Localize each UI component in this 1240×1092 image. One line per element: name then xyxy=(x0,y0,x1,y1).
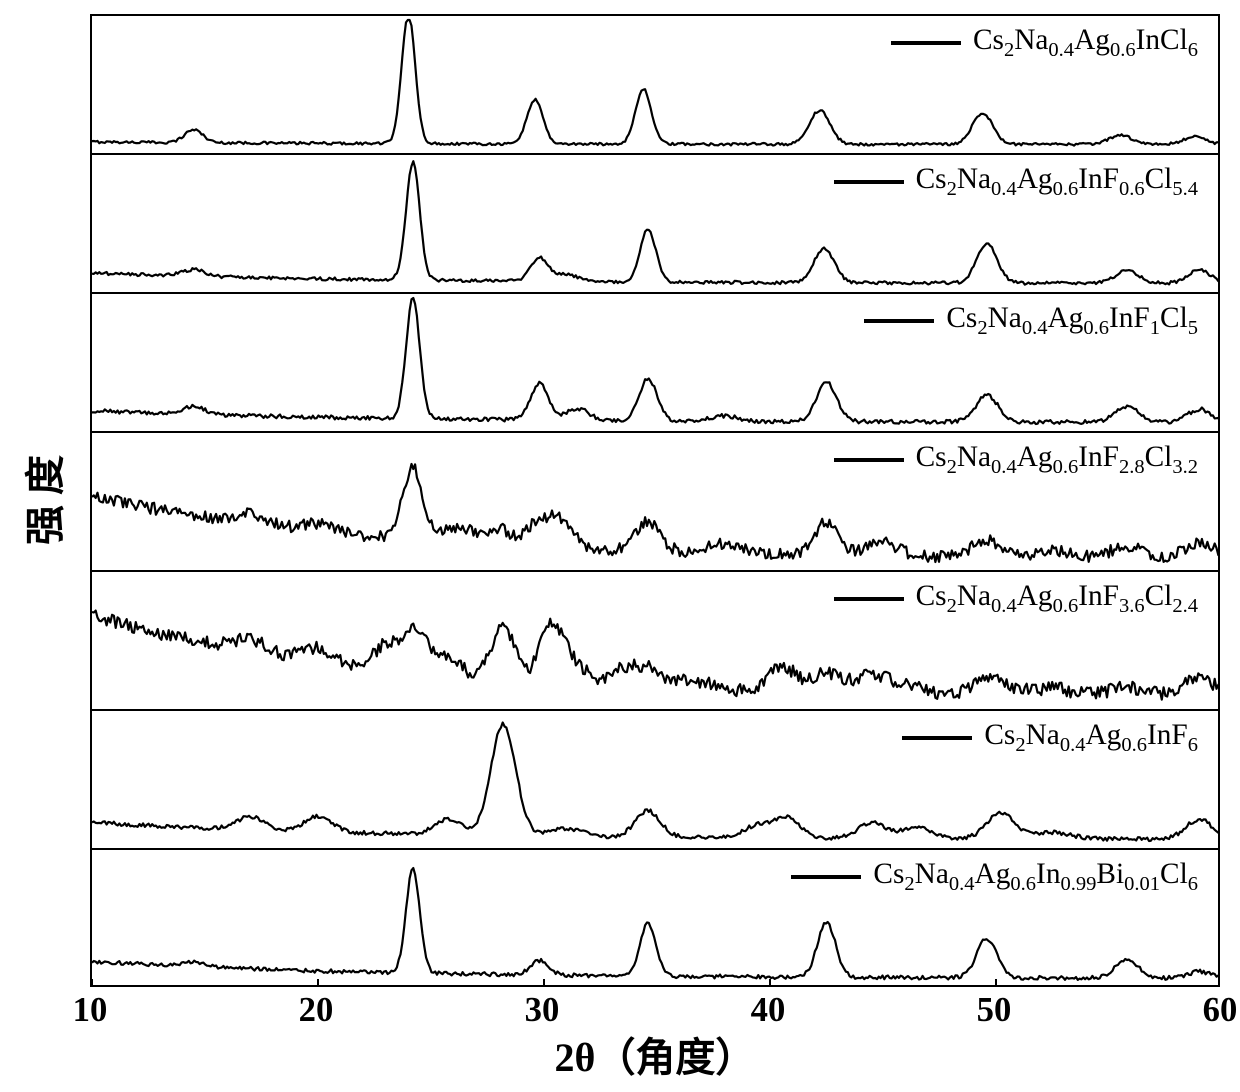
legend-line-sample xyxy=(834,597,904,601)
x-axis-label: 2θ（角度） xyxy=(90,1025,1220,1083)
legend-label: Cs2Na0.4Ag0.6In0.99Bi0.01Cl6 xyxy=(873,858,1198,896)
legend-label: Cs2Na0.4Ag0.6InF3.6Cl2.4 xyxy=(916,580,1198,618)
x-axis-label-prefix: 2θ xyxy=(555,1035,596,1080)
xrd-panel: Cs2Na0.4Ag0.6InF6 xyxy=(90,709,1220,848)
legend-label: Cs2Na0.4Ag0.6InF1Cl5 xyxy=(946,302,1198,340)
xrd-panel: Cs2Na0.4Ag0.6In0.99Bi0.01Cl6 xyxy=(90,848,1220,987)
xrd-panel: Cs2Na0.4Ag0.6InF3.6Cl2.4 xyxy=(90,570,1220,709)
panel-legend: Cs2Na0.4Ag0.6InF0.6Cl5.4 xyxy=(834,163,1198,201)
x-axis-area: 102030405060 2θ（角度） xyxy=(90,989,1220,1083)
panel-legend: Cs2Na0.4Ag0.6InCl6 xyxy=(891,24,1198,62)
legend-label: Cs2Na0.4Ag0.6InF6 xyxy=(984,719,1198,757)
x-tick-labels: 102030405060 xyxy=(90,989,1220,1025)
panel-legend: Cs2Na0.4Ag0.6InF2.8Cl3.2 xyxy=(834,441,1198,479)
panel-legend: Cs2Na0.4Ag0.6InF3.6Cl2.4 xyxy=(834,580,1198,618)
xrd-trace xyxy=(92,611,1220,700)
legend-line-sample xyxy=(891,41,961,45)
legend-line-sample xyxy=(791,875,861,879)
legend-label: Cs2Na0.4Ag0.6InF0.6Cl5.4 xyxy=(916,163,1198,201)
y-axis-label-text: 强 度 xyxy=(13,455,71,545)
xrd-panel: Cs2Na0.4Ag0.6InF1Cl5 xyxy=(90,292,1220,431)
xrd-panel: Cs2Na0.4Ag0.6InF2.8Cl3.2 xyxy=(90,431,1220,570)
legend-line-sample xyxy=(864,319,934,323)
legend-label: Cs2Na0.4Ag0.6InF2.8Cl3.2 xyxy=(916,441,1198,479)
figure: 强 度 Cs2Na0.4Ag0.6InCl6 Cs2Na0.4Ag0.6InF0.… xyxy=(0,0,1240,1092)
y-axis-label: 强 度 xyxy=(12,0,72,1000)
legend-line-sample xyxy=(834,180,904,184)
legend-label: Cs2Na0.4Ag0.6InCl6 xyxy=(973,24,1198,62)
xrd-panel: Cs2Na0.4Ag0.6InCl6 xyxy=(90,14,1220,153)
xrd-panel: Cs2Na0.4Ag0.6InF0.6Cl5.4 xyxy=(90,153,1220,292)
panel-stack: Cs2Na0.4Ag0.6InCl6 Cs2Na0.4Ag0.6InF0.6Cl5… xyxy=(90,14,1220,987)
legend-line-sample xyxy=(902,736,972,740)
panel-legend: Cs2Na0.4Ag0.6InF1Cl5 xyxy=(864,302,1198,340)
x-axis-label-unit: （角度） xyxy=(595,1035,755,1080)
legend-line-sample xyxy=(834,458,904,462)
panel-legend: Cs2Na0.4Ag0.6InF6 xyxy=(902,719,1198,757)
panel-legend: Cs2Na0.4Ag0.6In0.99Bi0.01Cl6 xyxy=(791,858,1198,896)
